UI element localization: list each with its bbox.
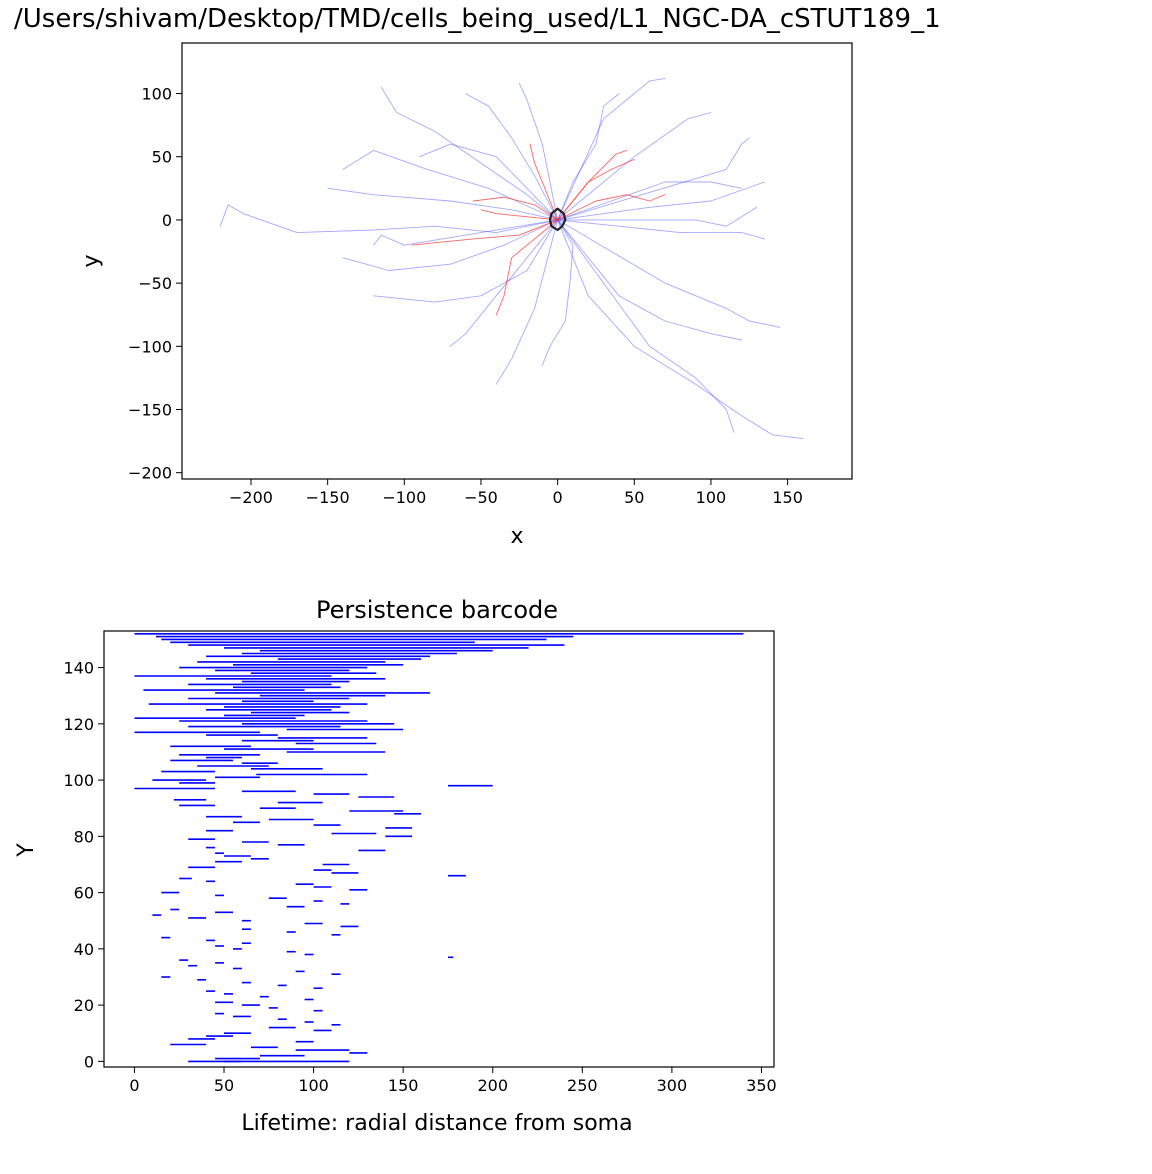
basal-dendrite-trace [518, 82, 559, 221]
morphology-y-tick-label: 50 [152, 148, 172, 167]
morphology-traces [219, 77, 804, 440]
apical-dendrite-trace [557, 149, 628, 221]
basal-dendrite-trace [465, 93, 559, 221]
basal-dendrite-trace [541, 219, 574, 366]
persistence-barcode-chart: Persistence barcode 0 50 100 150 200 250 300 35… [14, 596, 777, 1136]
barcode-y-ticks: 0 20 40 60 80 100 120 140 [63, 659, 104, 1071]
basal-dendrite-trace [219, 204, 559, 234]
barcode-x-tick-label: 250 [567, 1076, 598, 1095]
barcode-x-tick-label: 150 [388, 1076, 419, 1095]
soma-trace [548, 207, 567, 232]
figure-title: /Users/shivam/Desktop/TMD/cells_being_us… [14, 4, 941, 34]
morphology-chart: −200 −150 −100 −50 0 50 100 150 100 50 0 −50 −100 −1… [79, 42, 853, 549]
basal-dendrite-trace [342, 219, 559, 271]
morphology-y-tick-label: −50 [138, 274, 172, 293]
barcode-y-tick-label: 20 [74, 996, 94, 1015]
barcode-title: Persistence barcode [316, 596, 558, 624]
morphology-y-tick-label: 0 [162, 211, 172, 230]
apical-dendrite-trace [557, 194, 666, 221]
apical-dendrite-trace [480, 209, 559, 221]
basal-dendrite-trace [557, 219, 735, 433]
basal-dendrite-trace [373, 219, 559, 246]
apical-dendrite-trace [411, 219, 559, 246]
morphology-y-axis-label: y [79, 254, 104, 267]
barcode-y-tick-label: 0 [84, 1052, 94, 1071]
morphology-x-axis-label: x [510, 524, 523, 549]
barcode-y-tick-label: 80 [74, 827, 94, 846]
basal-dendrite-trace [557, 181, 743, 221]
morphology-x-tick-label: −100 [382, 488, 426, 507]
basal-dendrite-trace [380, 86, 559, 221]
basal-dendrite-trace [495, 219, 559, 385]
basal-dendrite-trace [557, 112, 712, 221]
apical-dendrite-trace [529, 143, 559, 221]
basal-dendrite-trace [557, 93, 620, 221]
morphology-x-tick-label: −200 [229, 488, 273, 507]
basal-dendrite-trace [373, 219, 559, 303]
barcode-y-tick-label: 140 [63, 659, 94, 678]
barcode-x-axis-label: Lifetime: radial distance from soma [241, 1111, 632, 1136]
apical-dendrite-trace [495, 219, 559, 316]
basal-dendrite-trace [327, 187, 559, 221]
morphology-x-tick-label: 100 [696, 488, 727, 507]
morphology-x-tick-label: 150 [772, 488, 803, 507]
basal-dendrite-trace [557, 219, 781, 328]
morphology-x-tick-label: −50 [464, 488, 498, 507]
basal-dendrite-trace [557, 206, 758, 227]
basal-dendrite-trace [557, 219, 766, 240]
barcode-bars [134, 632, 744, 1063]
barcode-x-tick-label: 300 [657, 1076, 688, 1095]
basal-dendrite-trace [557, 77, 666, 221]
morphology-y-tick-label: −100 [128, 337, 172, 356]
apical-dendrite-trace [472, 196, 559, 221]
barcode-y-tick-label: 120 [63, 715, 94, 734]
basal-dendrite-trace [557, 219, 743, 341]
morphology-y-ticks: 100 50 0 −50 −100 −150 −200 [128, 85, 182, 483]
basal-dendrite-trace [419, 143, 559, 221]
barcode-x-tick-label: 50 [214, 1076, 234, 1095]
barcode-x-tick-label: 350 [746, 1076, 777, 1095]
morphology-y-tick-label: −150 [128, 400, 172, 419]
barcode-y-axis-label: Y [14, 843, 39, 858]
morphology-y-tick-label: 100 [141, 85, 172, 104]
barcode-y-tick-label: 40 [74, 940, 94, 959]
barcode-y-tick-label: 60 [74, 884, 94, 903]
morphology-y-tick-label: −200 [128, 464, 172, 483]
basal-dendrite-trace [557, 137, 750, 221]
morphology-x-tick-label: −150 [306, 488, 350, 507]
basal-dendrite-trace [449, 219, 559, 347]
basal-dendrite-trace [557, 219, 804, 440]
basal-dendrite-trace [557, 181, 766, 221]
barcode-x-tick-label: 100 [298, 1076, 329, 1095]
barcode-x-tick-label: 200 [477, 1076, 508, 1095]
barcode-x-ticks: 0 50 100 150 200 250 300 350 [129, 1067, 777, 1095]
barcode-y-tick-label: 100 [63, 771, 94, 790]
barcode-x-tick-label: 0 [129, 1076, 139, 1095]
barcode-plot-frame [103, 630, 775, 1068]
morphology-plot-frame [181, 42, 853, 480]
morphology-x-ticks: −200 −150 −100 −50 0 50 100 150 [229, 479, 803, 507]
morphology-x-tick-label: 50 [624, 488, 644, 507]
morphology-x-tick-label: 0 [553, 488, 563, 507]
